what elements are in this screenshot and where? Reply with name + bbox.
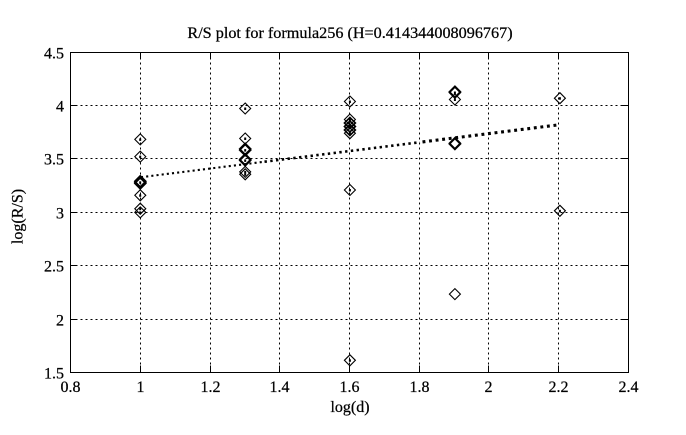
svg-text:log(d): log(d) <box>330 399 369 416</box>
svg-text:2: 2 <box>56 313 64 330</box>
svg-text:R/S plot for formula256 (H=0.4: R/S plot for formula256 (H=0.41434400809… <box>187 24 512 42</box>
svg-text:3: 3 <box>56 206 64 223</box>
svg-text:log(R/S): log(R/S) <box>10 189 27 244</box>
svg-text:1.5: 1.5 <box>44 366 64 383</box>
svg-text:3.5: 3.5 <box>44 152 64 169</box>
svg-text:1.6: 1.6 <box>340 379 360 396</box>
svg-text:2: 2 <box>485 379 493 396</box>
svg-text:2.4: 2.4 <box>619 379 639 396</box>
svg-text:2.2: 2.2 <box>549 379 569 396</box>
svg-text:1.8: 1.8 <box>410 379 430 396</box>
svg-text:1.4: 1.4 <box>270 379 290 396</box>
svg-text:2.5: 2.5 <box>44 259 64 276</box>
svg-text:4.5: 4.5 <box>44 46 64 63</box>
svg-text:0.8: 0.8 <box>61 379 81 396</box>
svg-text:1.2: 1.2 <box>201 379 221 396</box>
svg-text:4: 4 <box>56 99 64 116</box>
svg-text:1: 1 <box>137 379 145 396</box>
